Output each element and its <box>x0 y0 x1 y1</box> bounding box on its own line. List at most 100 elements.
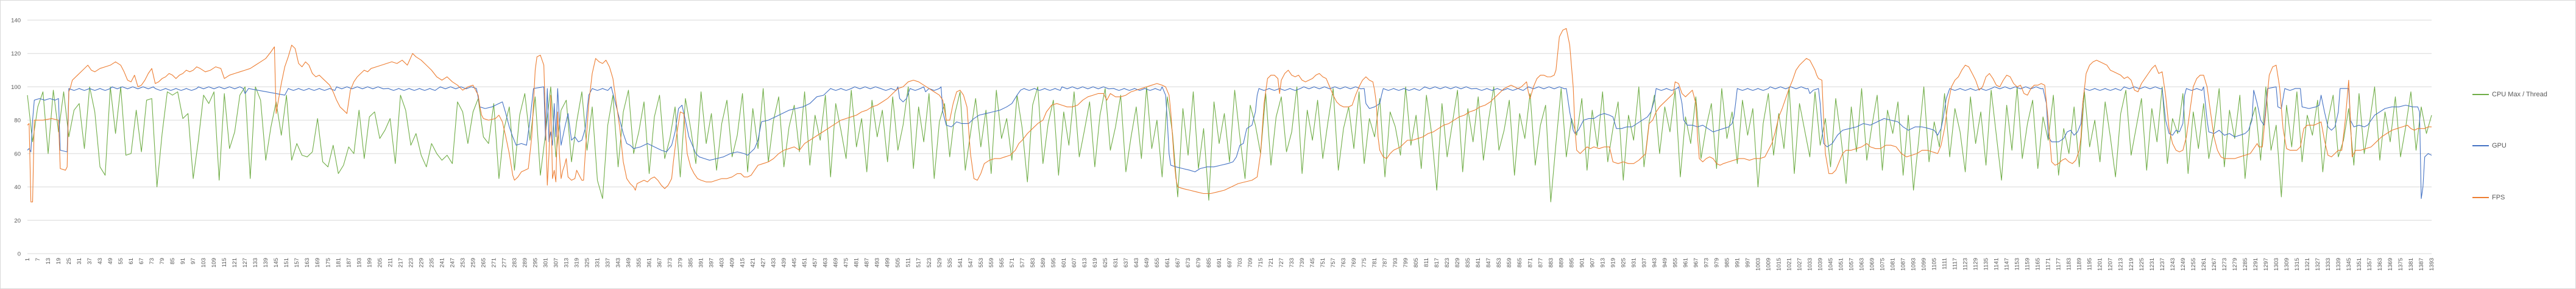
x-axis-tick-label: 1273 <box>2221 258 2228 271</box>
x-axis-tick-label: 535 <box>947 258 954 268</box>
x-axis-tick-label: 1297 <box>2263 258 2270 271</box>
x-axis-tick-label: 205 <box>377 258 383 268</box>
x-axis-tick-label: 733 <box>1289 258 1295 268</box>
x-axis-tick-label: 679 <box>1195 258 1202 268</box>
x-axis-tick-label: 49 <box>107 258 114 265</box>
x-axis-tick-label: 283 <box>511 258 518 268</box>
x-axis-tick-label: 1381 <box>2408 258 2415 271</box>
x-axis-tick-label: 907 <box>1589 258 1596 268</box>
x-axis-tick-label: 1207 <box>2107 258 2114 271</box>
x-axis-tick-label: 1063 <box>1859 258 1866 271</box>
x-axis-tick-label: 361 <box>646 258 653 268</box>
x-axis-tick-label: 583 <box>1030 258 1036 268</box>
x-axis-tick-label: 1015 <box>1775 258 1782 271</box>
x-axis-tick-label: 463 <box>823 258 829 268</box>
x-axis-tick-label: 619 <box>1092 258 1099 268</box>
legend-item-cpu-max-thread[interactable]: CPU Max / Thread <box>2472 90 2547 99</box>
x-axis-tick-label: 769 <box>1351 258 1357 268</box>
x-axis-tick-label: 895 <box>1568 258 1575 268</box>
x-axis-tick-label: 1183 <box>2066 258 2073 270</box>
x-axis-tick-label: 631 <box>1113 258 1119 268</box>
series-line-0 <box>27 86 2432 202</box>
x-axis-tick-label: 871 <box>1527 258 1534 268</box>
x-axis-tick-label: 79 <box>159 258 166 265</box>
x-axis-tick-label: 625 <box>1102 258 1109 268</box>
x-axis-tick-label: 967 <box>1693 258 1699 268</box>
x-axis-tick-label: 673 <box>1185 258 1192 268</box>
x-axis-tick-label: 1045 <box>1828 258 1835 271</box>
x-axis-tick-label: 787 <box>1382 258 1389 268</box>
x-axis-tick-label: 1093 <box>1911 258 1917 271</box>
x-axis-tick-label: 1345 <box>2346 258 2352 271</box>
x-axis-tick-label: 499 <box>885 258 891 268</box>
x-axis-tick-label: 1003 <box>1755 258 1761 271</box>
x-axis-tick-label: 217 <box>397 258 404 268</box>
x-axis-tick-label: 253 <box>459 258 466 268</box>
legend-label-cpu-max-thread: CPU Max / Thread <box>2492 91 2547 98</box>
x-axis-tick-label: 1201 <box>2097 258 2104 271</box>
x-axis-tick-label: 517 <box>916 258 922 268</box>
x-axis-tick-label: 337 <box>604 258 611 268</box>
x-axis-tick-label: 751 <box>1320 258 1326 268</box>
x-axis-tick-label: 109 <box>211 258 218 268</box>
x-axis-tick-label: 229 <box>418 258 425 268</box>
x-axis-tick-label: 595 <box>1050 258 1057 268</box>
x-axis-tick-label: 1171 <box>2045 258 2052 270</box>
x-axis-tick-label: 163 <box>304 258 311 268</box>
x-axis-tick-label: 913 <box>1599 258 1606 268</box>
x-axis-tick-label: 1303 <box>2273 258 2280 271</box>
x-axis-tick-label: 175 <box>325 258 331 268</box>
y-axis-tick-label: 80 <box>14 118 21 124</box>
x-axis-tick-label: 859 <box>1506 258 1513 268</box>
y-axis-tick-label: 20 <box>14 218 21 224</box>
x-axis-tick-label: 7 <box>35 258 41 261</box>
x-axis-tick-label: 91 <box>180 258 186 265</box>
x-axis-tick-label: 1039 <box>1817 258 1824 271</box>
x-axis-tick-label: 1153 <box>2014 258 2021 270</box>
x-axis-tick-label: 1099 <box>1921 258 1928 271</box>
legend-item-gpu[interactable]: GPU <box>2472 141 2507 150</box>
x-axis-tick-label: 1165 <box>2035 258 2042 270</box>
x-axis-tick-label: 649 <box>1144 258 1150 268</box>
x-axis-tick-label: 1387 <box>2418 258 2425 271</box>
x-axis-tick-label: 523 <box>926 258 933 268</box>
x-axis-tick-label: 745 <box>1309 258 1316 268</box>
x-axis-tick-label: 925 <box>1620 258 1627 268</box>
x-axis-tick-label: 877 <box>1537 258 1544 268</box>
x-axis-tick-label: 1069 <box>1869 258 1876 271</box>
y-axis-tick-label: 40 <box>14 184 21 191</box>
x-axis-tick-label: 1285 <box>2242 258 2249 271</box>
x-axis-tick-label: 1261 <box>2201 258 2207 271</box>
x-axis-tick-label: 1219 <box>2128 258 2135 271</box>
x-axis-tick-label: 421 <box>750 258 757 268</box>
x-axis-tick-label: 13 <box>45 258 52 265</box>
x-axis-tick-label: 31 <box>76 258 83 265</box>
x-axis-tick-label: 1309 <box>2284 258 2290 271</box>
x-axis-tick-label: 721 <box>1268 258 1275 268</box>
x-axis-tick-label: 307 <box>553 258 559 268</box>
x-axis-tick-label: 1135 <box>1983 258 1990 270</box>
x-axis-tick-label: 151 <box>283 258 290 268</box>
x-axis-tick-label: 505 <box>895 258 902 268</box>
x-axis-tick-label: 481 <box>854 258 860 268</box>
x-axis-tick-label: 697 <box>1226 258 1233 268</box>
x-axis-tick-label: 685 <box>1206 258 1212 268</box>
x-axis-tick-label: 1249 <box>2180 258 2187 271</box>
x-axis-tick-label: 349 <box>626 258 632 268</box>
y-axis-tick-label: 140 <box>11 18 21 24</box>
x-axis-tick-label: 775 <box>1361 258 1368 268</box>
x-axis-tick-label: 973 <box>1703 258 1710 268</box>
x-axis-tick-label: 1363 <box>2377 258 2383 271</box>
x-axis-tick-label: 1333 <box>2325 258 2332 271</box>
legend-item-fps[interactable]: FPS <box>2472 193 2505 202</box>
x-axis-tick-label: 919 <box>1610 258 1616 268</box>
x-axis-tick-label: 1291 <box>2252 258 2259 271</box>
x-axis-tick-label: 325 <box>584 258 590 268</box>
x-axis-tick-label: 613 <box>1081 258 1088 268</box>
x-axis-tick-label: 403 <box>719 258 726 268</box>
x-axis-tick-label: 847 <box>1485 258 1492 268</box>
x-axis-tick-label: 391 <box>698 258 705 268</box>
x-axis-tick-label: 43 <box>97 258 104 265</box>
x-axis-tick-label: 1189 <box>2076 258 2083 270</box>
x-axis-tick-label: 1009 <box>1765 258 1772 271</box>
